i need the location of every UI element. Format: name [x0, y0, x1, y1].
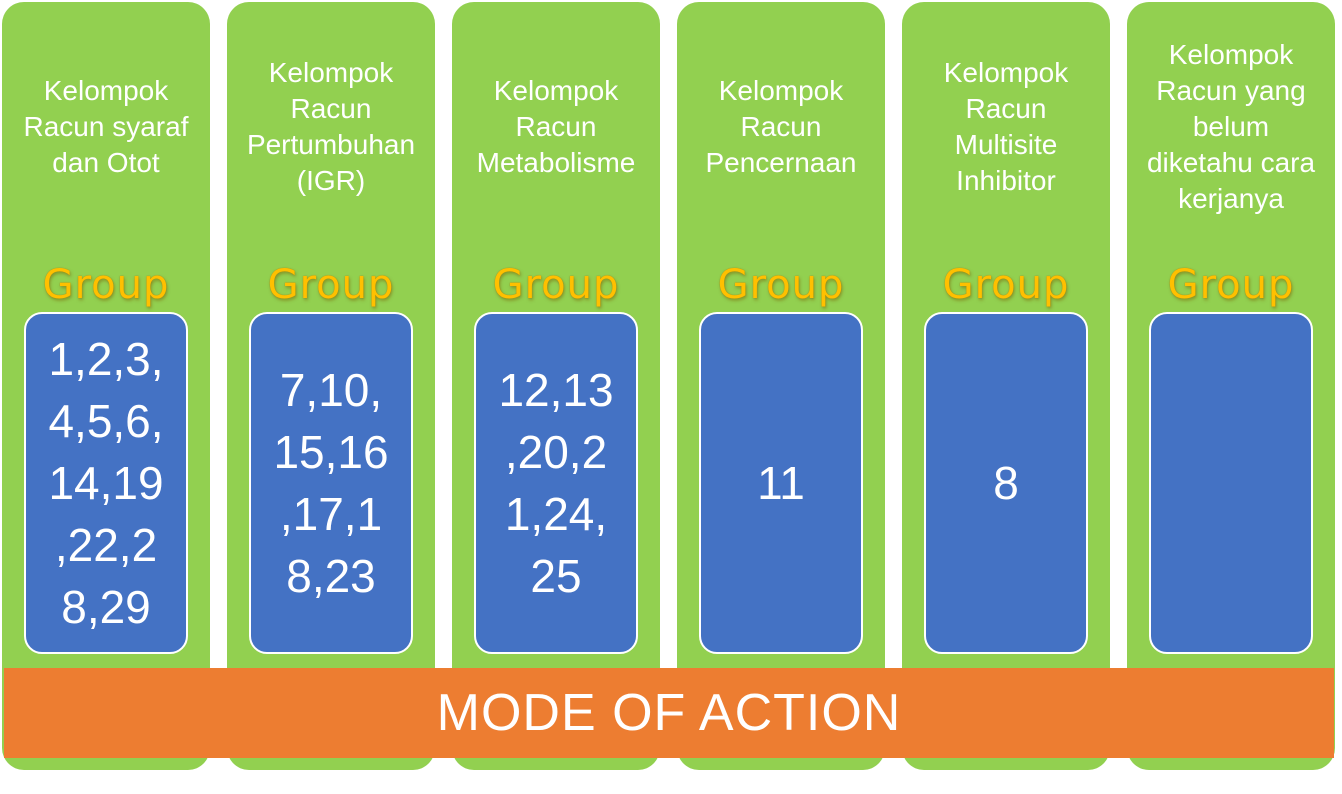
group-numbers-box: 8 — [924, 312, 1088, 654]
group-numbers-box — [1149, 312, 1313, 654]
column-title: Kelompok Racun Pertumbuhan (IGR) — [246, 57, 416, 196]
group-numbers-box: 7,10, 15,16 ,17,1 8,23 — [249, 312, 413, 654]
group-numbers-box: 12,13 ,20,2 1,24, 25 — [474, 312, 638, 654]
column-racun-metabolisme: Kelompok Racun Metabolisme Group 12,13 ,… — [452, 2, 660, 770]
group-label: Group — [42, 262, 170, 308]
column-racun-belum-diketahui: Kelompok Racun yang belum diketahu cara … — [1127, 2, 1335, 770]
mode-of-action-banner: MODE OF ACTION — [4, 668, 1334, 758]
column-title: Kelompok Racun yang belum diketahu cara … — [1146, 39, 1316, 214]
group-label: Group — [267, 262, 395, 308]
group-label: Group — [1167, 262, 1295, 308]
group-label: Group — [942, 262, 1070, 308]
column-racun-syaraf-otot: Kelompok Racun syaraf dan Otot Group 1,2… — [2, 2, 210, 770]
group-numbers-box: 1,2,3, 4,5,6, 14,19 ,22,2 8,29 — [24, 312, 188, 654]
column-racun-pertumbuhan: Kelompok Racun Pertumbuhan (IGR) Group 7… — [227, 2, 435, 770]
column-title: Kelompok Racun syaraf dan Otot — [23, 75, 189, 178]
column-racun-multisite-inhibitor: Kelompok Racun Multisite Inhibitor Group… — [902, 2, 1110, 770]
group-label: Group — [717, 262, 845, 308]
group-numbers-box: 11 — [699, 312, 863, 654]
column-title: Kelompok Racun Multisite Inhibitor — [943, 57, 1069, 196]
group-label: Group — [492, 262, 620, 308]
column-title: Kelompok Racun Pencernaan — [705, 75, 857, 178]
banner-label: MODE OF ACTION — [436, 684, 902, 742]
column-title: Kelompok Racun Metabolisme — [476, 75, 636, 178]
column-racun-pencernaan: Kelompok Racun Pencernaan Group 11 — [677, 2, 885, 770]
